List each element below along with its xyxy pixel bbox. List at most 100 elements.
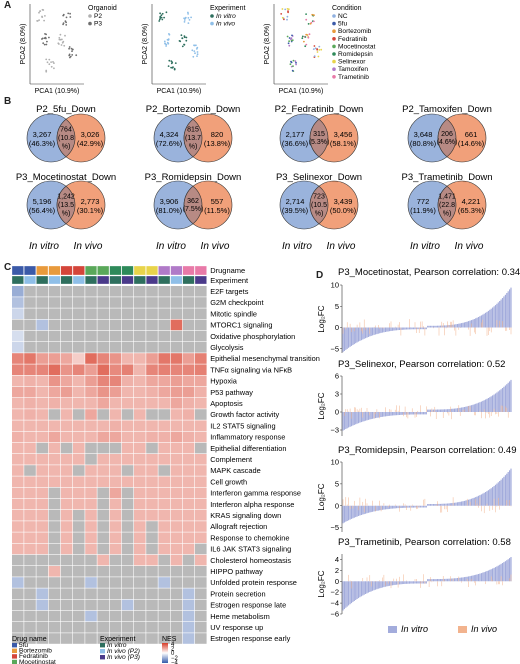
- heatmap-cell: [60, 353, 73, 364]
- heatmap-cell: [12, 319, 24, 331]
- venn-left-count: 772: [417, 197, 430, 206]
- pca-legend-label: P2: [94, 13, 102, 20]
- venn-right-pct: (13.8%): [204, 139, 231, 148]
- heatmap-cell: [60, 330, 73, 342]
- pca-point: [158, 18, 161, 21]
- heatmap-cell: [121, 308, 134, 319]
- heatmap-cell: [60, 521, 73, 532]
- heatmap-cell: [182, 476, 195, 487]
- heatmap-cell: [36, 364, 48, 375]
- venn-left-count: 5,196: [33, 197, 52, 206]
- pca-point: [192, 55, 195, 58]
- heatmap-cell: [85, 308, 97, 319]
- heatmap-drug-annotation: [182, 265, 195, 276]
- heatmap-cell: [170, 364, 183, 375]
- heatmap-cell: [146, 409, 158, 420]
- pca-point: [41, 16, 44, 18]
- heatmap-cell: [48, 409, 61, 420]
- heatmap-cell: [97, 442, 109, 454]
- venn-left-count: 3,906: [160, 197, 179, 206]
- heatmap-cell: [146, 454, 158, 465]
- heatmap-cell: [134, 364, 146, 375]
- pca-point: [58, 43, 60, 45]
- venn-overlap-label: %): [443, 210, 452, 217]
- pca-point: [291, 69, 294, 72]
- heatmap-cell: [134, 442, 146, 454]
- heatmap-cell: [97, 622, 109, 633]
- pca-point: [305, 18, 308, 21]
- heatmap-cell: [134, 554, 146, 566]
- heatmap-cell: [85, 577, 97, 588]
- heatmap-cell: [12, 286, 24, 297]
- heatmap-cell: [24, 599, 36, 611]
- waterfall-ytick-label: −2: [330, 588, 339, 597]
- venn-right-pct: (65.3%): [458, 206, 485, 215]
- heatmap-cell: [36, 543, 48, 555]
- heatmap-cell: [134, 308, 146, 319]
- heatmap-cell: [170, 398, 183, 409]
- heatmap-cell: [12, 498, 24, 510]
- heatmap-cell: [85, 454, 97, 465]
- pca-point: [43, 43, 46, 46]
- pca-point: [286, 7, 289, 10]
- heatmap-cell: [146, 633, 158, 644]
- heatmap-cell: [24, 498, 36, 510]
- pca-point: [48, 63, 51, 66]
- heatmap-cell: [121, 342, 134, 353]
- pca-point: [52, 61, 54, 63]
- heatmap-cell: [24, 610, 36, 622]
- heatmap-cell: [60, 588, 73, 599]
- pca-point: [294, 60, 297, 63]
- heatmap-cell: [85, 633, 97, 644]
- heatmap-cell: [85, 554, 97, 566]
- heatmap-cell: [182, 465, 195, 476]
- heatmap-cell: [121, 588, 134, 599]
- pca-point: [287, 11, 289, 14]
- heatmap-drug-annotation: [36, 265, 49, 276]
- pca-point: [50, 61, 52, 63]
- heatmap-cell: [48, 543, 61, 555]
- venn-right-count: 557: [211, 197, 224, 206]
- heatmap-cell: [158, 476, 170, 487]
- heatmap-cell: [12, 442, 24, 454]
- heatmap-experiment-annotation: [85, 275, 97, 285]
- heatmap-cell: [85, 386, 97, 398]
- heatmap-cell: [48, 442, 61, 454]
- heatmap-cell: [24, 554, 36, 566]
- heatmap-cell: [97, 375, 109, 387]
- pca-xlabel: PCA1 (10.9%): [157, 88, 202, 95]
- heatmap-cell: [109, 577, 122, 588]
- heatmap-cell: [12, 599, 24, 611]
- venn-overlap: [183, 185, 203, 225]
- pca-point: [166, 41, 169, 44]
- venn-overlap-label: (13.5: [58, 202, 74, 209]
- venn-left-pct: (39.5%): [282, 206, 309, 215]
- heatmap-cell: [24, 342, 36, 353]
- venn-left-pct: (56.4%): [29, 206, 56, 215]
- pca-xlabel: PCA1 (10.9%): [35, 88, 80, 95]
- venn-right-pct: (50.0%): [330, 206, 357, 215]
- heatmap-cell: [85, 330, 97, 342]
- heatmap-cell: [36, 498, 48, 510]
- heatmap-cell: [36, 554, 48, 566]
- heatmap-cell: [109, 364, 122, 375]
- heatmap-cell: [134, 599, 146, 611]
- heatmap-cell: [121, 566, 134, 577]
- pca-point: [159, 16, 162, 19]
- heatmap-cell: [85, 364, 97, 375]
- heatmap-cell: [73, 498, 85, 510]
- heatmap-cell: [97, 330, 109, 342]
- heatmap-cell: [170, 353, 183, 364]
- heatmap-row-label: Unfolded protein response: [210, 578, 297, 587]
- pca-ylabel: PCA2 (8.0%): [142, 24, 149, 65]
- heatmap-cell: [134, 476, 146, 487]
- heatmap-cell: [48, 297, 61, 308]
- pca-point: [289, 63, 292, 66]
- heatmap-cell: [73, 566, 85, 577]
- heatmap-cell: [60, 476, 73, 487]
- heatmap-cell: [146, 398, 158, 409]
- waterfall-panel: P3_Mocetinostat, Pearson correlation: 0.…: [317, 267, 520, 634]
- heatmap-cell: [170, 319, 183, 331]
- heatmap-cell: [121, 599, 134, 611]
- heatmap-cell: [12, 622, 24, 633]
